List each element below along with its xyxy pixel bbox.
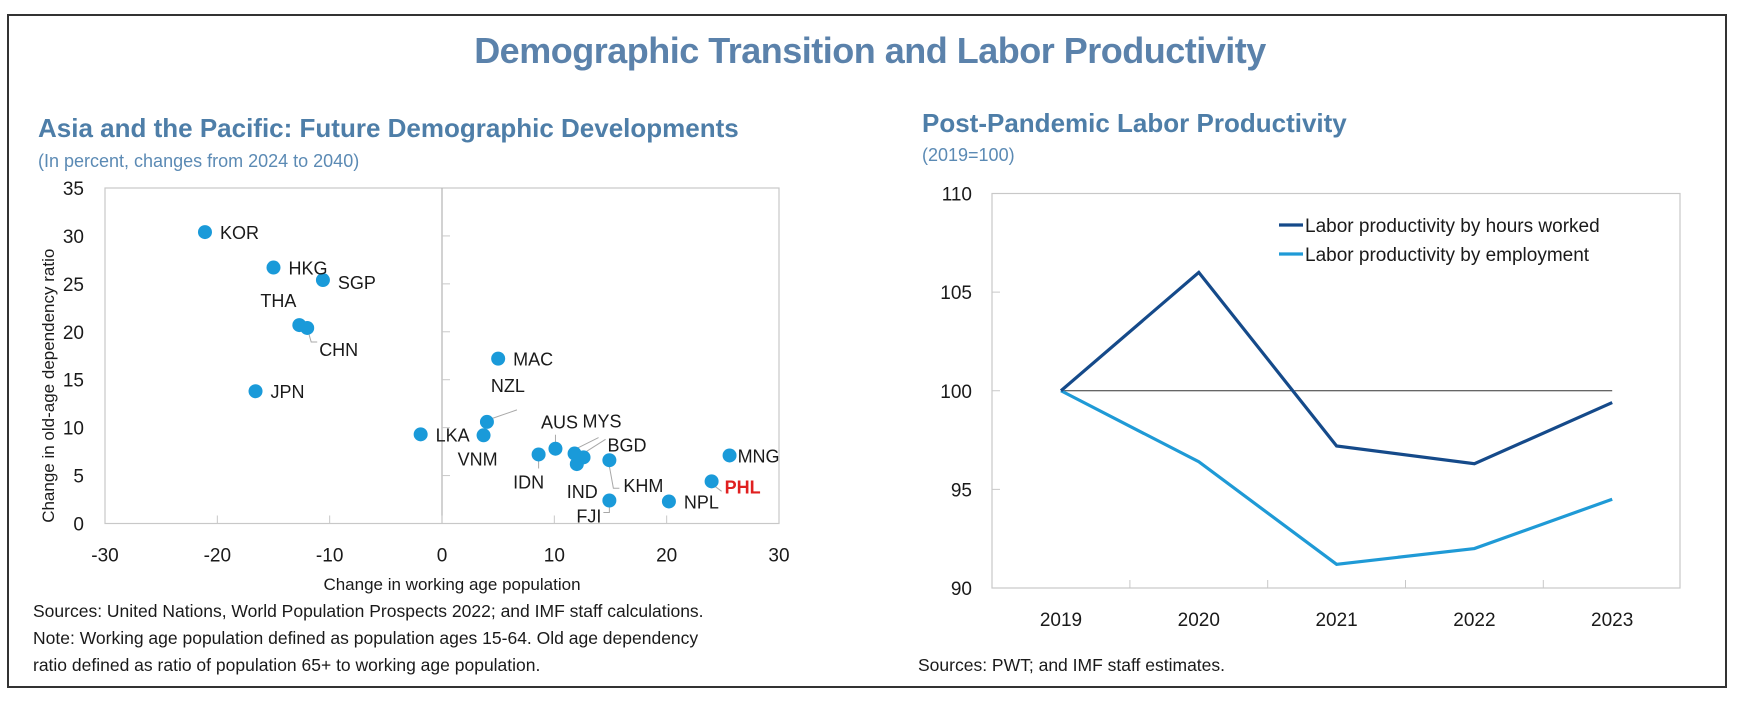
point-label-phl: PHL <box>725 477 761 497</box>
point-label-mac: MAC <box>513 350 553 370</box>
point-label-bgd: BGD <box>608 435 647 455</box>
point-label-idn: IDN <box>513 472 544 492</box>
point-label-npl: NPL <box>684 492 719 512</box>
x-tick-label: 2021 <box>1315 610 1357 631</box>
left-panel-subtitle: (In percent, changes from 2024 to 2040) <box>38 151 360 171</box>
left-sources-note: Sources: United Nations, World Populatio… <box>33 601 704 621</box>
y-axis-title: Change in old-age dependency ratio <box>39 249 58 523</box>
point-label-mys: MYS <box>583 412 622 432</box>
x-tick-label: 10 <box>544 546 565 567</box>
y-tick-label: 10 <box>63 419 84 440</box>
point-label-mng: MNG <box>738 446 780 466</box>
point-label-khm: KHM <box>623 476 663 496</box>
x-tick-label: -30 <box>91 546 118 567</box>
point-label-chn: CHN <box>319 340 358 360</box>
y-tick-label: 20 <box>63 323 84 344</box>
x-tick-label: 2023 <box>1591 610 1633 631</box>
left-note-line-1: Note: Working age population defined as … <box>33 628 699 648</box>
leader-line <box>574 437 599 450</box>
y-tick-label: 5 <box>73 467 84 488</box>
y-tick-label: 95 <box>951 480 972 501</box>
point-label-jpn: JPN <box>271 382 305 402</box>
y-tick-label: 105 <box>940 283 972 304</box>
data-point-khm <box>602 453 617 468</box>
figure-frame <box>7 14 1727 688</box>
data-point-phl <box>704 474 719 489</box>
x-axis-title: Change in working age population <box>323 575 580 594</box>
data-point-mac <box>491 351 506 366</box>
y-tick-label: 90 <box>951 579 972 600</box>
leader-line <box>490 409 518 420</box>
point-label-lka: LKA <box>436 425 470 445</box>
right-panel-subtitle: (2019=100) <box>922 145 1015 165</box>
x-tick-label: 0 <box>437 546 448 567</box>
y-tick-label: 100 <box>940 382 972 403</box>
point-label-tha: THA <box>260 291 296 311</box>
data-point-aus <box>548 441 563 456</box>
point-label-fji: FJI <box>576 506 601 526</box>
y-tick-label: 0 <box>73 515 84 536</box>
x-tick-label: -20 <box>204 546 231 567</box>
data-point-sgp <box>315 273 330 288</box>
y-tick-label: 15 <box>63 371 84 392</box>
left-note-line-2: ratio defined as ratio of population 65+… <box>33 655 541 675</box>
x-tick-label: 20 <box>656 546 677 567</box>
point-label-kor: KOR <box>220 223 259 243</box>
right-sources-note: Sources: PWT; and IMF staff estimates. <box>918 655 1226 675</box>
data-point-npl <box>661 494 676 509</box>
legend-label-employment: Labor productivity by employment <box>1305 245 1590 266</box>
data-point-fji <box>602 493 617 508</box>
data-point-ind <box>569 457 584 472</box>
data-point-lka <box>413 427 428 442</box>
data-point-hkg <box>266 260 281 275</box>
point-label-vnm: VNM <box>458 449 498 469</box>
y-tick-label: 25 <box>63 275 84 296</box>
leader-line <box>608 466 620 489</box>
data-point-jpn <box>248 384 263 399</box>
x-tick-label: 2022 <box>1453 610 1495 631</box>
y-tick-label: 30 <box>63 227 84 248</box>
point-label-sgp: SGP <box>338 273 376 293</box>
y-tick-label: 110 <box>942 185 972 206</box>
point-label-ind: IND <box>567 482 598 502</box>
data-point-chn <box>300 320 315 335</box>
data-point-mng <box>722 448 737 463</box>
legend-label-hours-worked: Labor productivity by hours worked <box>1305 216 1600 237</box>
x-tick-label: 2020 <box>1178 610 1220 631</box>
y-tick-label: 35 <box>63 179 84 200</box>
data-point-idn <box>531 447 546 462</box>
leader-line <box>603 506 610 513</box>
leader-line <box>583 438 606 454</box>
data-point-vnm <box>476 428 491 443</box>
series-line-employment <box>1060 389 1613 566</box>
right-panel-title: Post-Pandemic Labor Productivity <box>922 108 1347 138</box>
x-tick-label: 30 <box>768 546 789 567</box>
data-point-kor <box>197 225 212 240</box>
page-title: Demographic Transition and Labor Product… <box>474 30 1266 71</box>
x-tick-label: 2019 <box>1040 610 1082 631</box>
point-label-aus: AUS <box>541 413 578 433</box>
series-line-hours-worked <box>1059 270 1613 466</box>
point-label-nzl: NZL <box>491 376 525 396</box>
x-tick-label: -10 <box>316 546 343 567</box>
left-panel-title: Asia and the Pacific: Future Demographic… <box>38 113 739 143</box>
point-label-hkg: HKG <box>289 259 328 279</box>
data-point-nzl <box>479 414 494 429</box>
